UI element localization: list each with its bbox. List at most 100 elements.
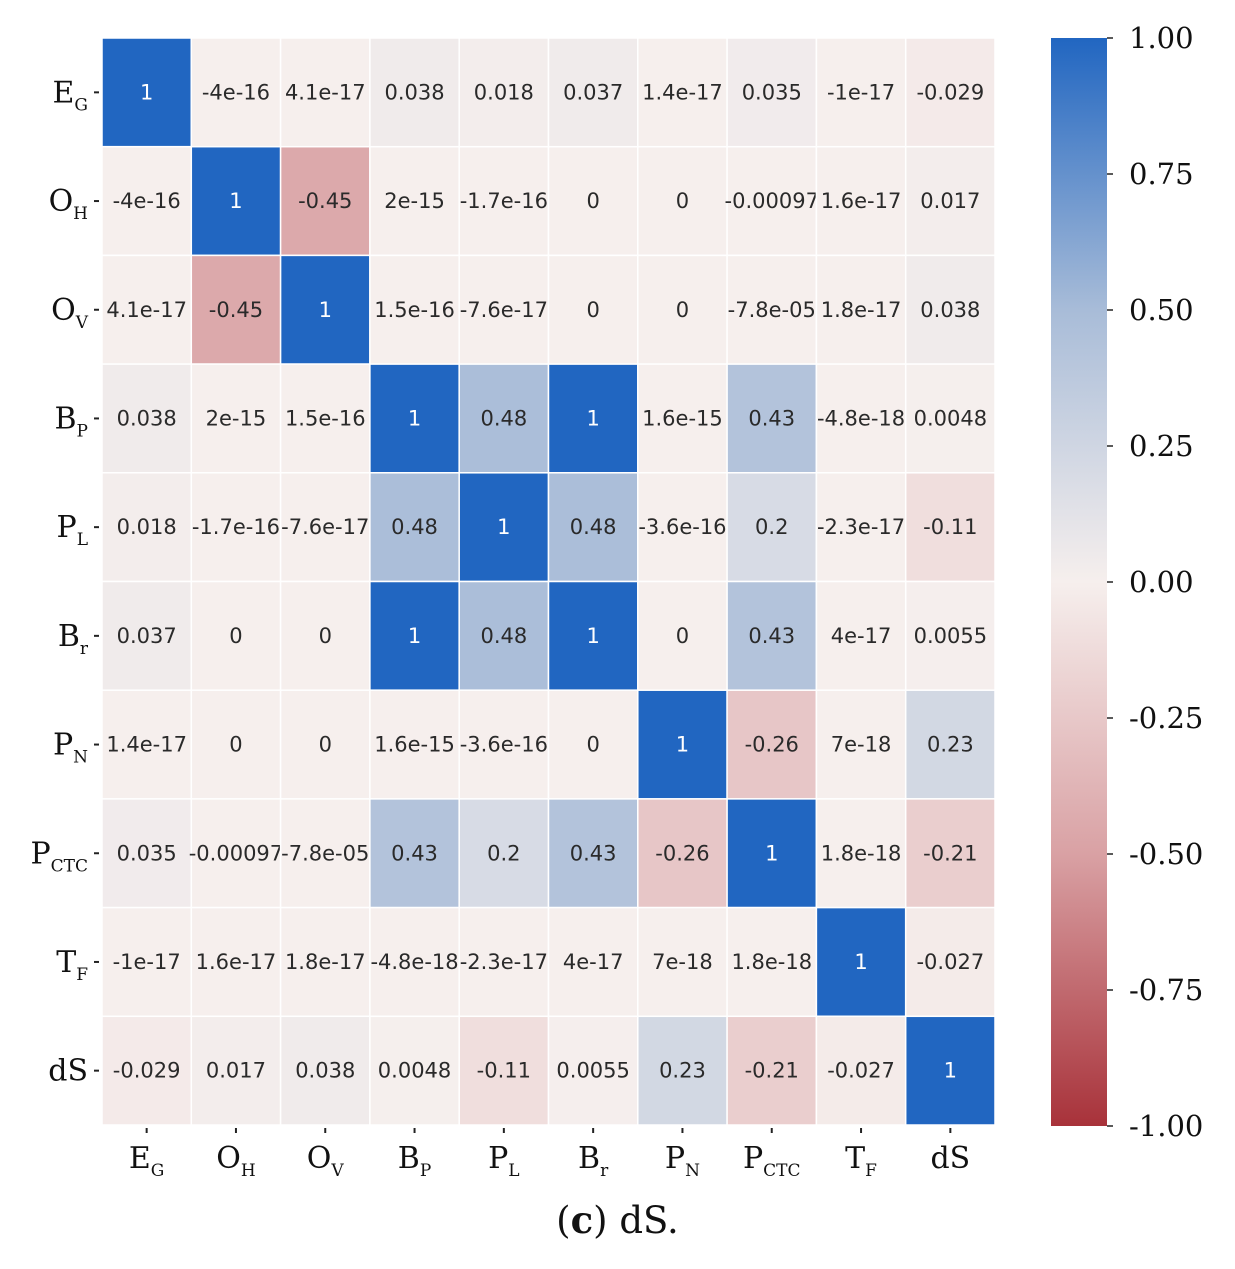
cell-bp-pctc-value: 0.43 xyxy=(748,406,795,430)
caption-letter: c xyxy=(570,1198,594,1242)
y-label-tf: TF xyxy=(56,945,88,985)
cell-pn-eg-value: 1.4e-17 xyxy=(106,733,187,757)
x-label-bp: BP xyxy=(398,1141,432,1181)
cell-ov-pctc xyxy=(726,254,818,365)
cell-eg-pn-value: 1.4e-17 xyxy=(642,80,723,104)
cell-ds-oh-value: 0.017 xyxy=(206,1059,266,1083)
cell-eg-ds-value: -0.029 xyxy=(916,80,984,104)
cell-ds-pctc-value: -0.21 xyxy=(745,1059,799,1083)
cell-pn-br-value: 0 xyxy=(586,733,599,757)
cell-tf-ds xyxy=(904,906,996,1018)
cell-oh-br xyxy=(547,145,639,257)
cell-tf-tf-value: 1 xyxy=(854,950,867,974)
y-label-pl: PL xyxy=(57,510,88,550)
cell-ds-br xyxy=(547,1015,639,1126)
cell-ov-tf xyxy=(815,254,907,365)
cell-pctc-eg-value: 0.035 xyxy=(117,841,177,865)
colorbar-tick-label: 0.50 xyxy=(1129,293,1194,327)
cell-pl-ds-value: -0.11 xyxy=(923,515,977,539)
cell-oh-ds xyxy=(904,145,996,257)
cell-pctc-oh xyxy=(190,798,282,909)
colorbar: 1.00 0.75 0.50 0.25 0.00 -0.25 -0.50 -0.75 -1.00 xyxy=(1051,21,1203,1143)
cell-oh-bp-value: 2e-15 xyxy=(384,189,445,213)
cell-ov-pctc-value: -7.8e-05 xyxy=(728,298,816,322)
cell-bp-pn-value: 1.6e-15 xyxy=(642,406,723,430)
cell-pctc-ds xyxy=(904,798,996,909)
cell-ov-ds-value: 0.038 xyxy=(920,298,980,322)
cell-tf-pctc-value: 1.8e-18 xyxy=(731,950,812,974)
cell-pn-br xyxy=(547,689,639,800)
cell-ds-ds-value: 1 xyxy=(944,1059,957,1083)
cell-eg-oh-value: -4e-16 xyxy=(202,80,270,104)
cell-eg-br-value: 0.037 xyxy=(563,80,623,104)
cell-oh-pl-value: -1.7e-16 xyxy=(460,189,548,213)
cell-eg-ov-value: 4.1e-17 xyxy=(285,80,366,104)
cell-pl-pctc xyxy=(726,472,818,583)
cell-oh-bp xyxy=(369,145,460,257)
cell-br-tf-value: 4e-17 xyxy=(831,624,892,648)
y-label-eg: EG xyxy=(53,75,89,115)
x-label-tf: TF xyxy=(845,1141,877,1181)
cell-ds-bp-value: 0.0048 xyxy=(378,1059,451,1083)
cell-pl-pctc-value: 0.2 xyxy=(755,515,788,539)
cell-ov-eg xyxy=(101,254,193,365)
cell-ds-oh xyxy=(190,1015,282,1126)
cell-tf-bp-value: -4.8e-18 xyxy=(370,950,458,974)
cell-oh-pctc xyxy=(726,145,818,257)
cell-oh-tf-value: 1.6e-17 xyxy=(821,189,902,213)
cell-eg-ds xyxy=(904,37,996,148)
cell-bp-tf-value: -4.8e-18 xyxy=(817,406,905,430)
x-label-ov: OV xyxy=(307,1141,345,1181)
cell-br-br xyxy=(547,580,639,691)
cell-ov-ds xyxy=(904,254,996,365)
cell-br-pl-value: 0.48 xyxy=(480,624,527,648)
cell-bp-pl-value: 0.48 xyxy=(480,406,527,430)
heatmap-chart: 1 -4e-16 4.1e-17 0.038 0.018 0.037 1.4e-17 0.03… xyxy=(30,21,1203,1181)
cell-eg-pctc xyxy=(726,37,818,148)
cell-bp-oh-value: 2e-15 xyxy=(206,406,267,430)
cell-ds-ov xyxy=(279,1015,371,1126)
cell-bp-tf xyxy=(815,363,907,474)
cell-pctc-br-value: 0.43 xyxy=(570,841,617,865)
cell-eg-pctc-value: 0.035 xyxy=(742,80,802,104)
cell-bp-pn xyxy=(637,363,728,474)
cell-pl-br-value: 0.48 xyxy=(570,515,617,539)
caption-text: dS. xyxy=(619,1199,679,1242)
cell-br-ov-value: 0 xyxy=(319,624,332,648)
cell-oh-br-value: 0 xyxy=(586,189,599,213)
cell-br-bp xyxy=(369,580,460,691)
cell-pctc-tf xyxy=(815,798,907,909)
cell-br-ov xyxy=(279,580,371,691)
colorbar-tick-label: -0.50 xyxy=(1129,837,1203,871)
cell-ov-br-value: 0 xyxy=(586,298,599,322)
cell-eg-pl-value: 0.018 xyxy=(474,80,534,104)
cell-eg-eg xyxy=(101,37,193,148)
cell-tf-pn-value: 7e-18 xyxy=(652,950,713,974)
cell-pctc-oh-value: -0.00097 xyxy=(189,841,283,865)
cell-pn-pl-value: -3.6e-16 xyxy=(460,733,548,757)
cell-bp-ov-value: 1.5e-16 xyxy=(285,406,366,430)
cell-pn-tf-value: 7e-18 xyxy=(831,733,892,757)
cell-br-tf xyxy=(815,580,907,691)
cell-eg-bp-value: 0.038 xyxy=(384,80,444,104)
cell-pctc-pl-value: 0.2 xyxy=(487,841,520,865)
figure-caption: (c) dS. xyxy=(556,1198,679,1242)
cell-tf-eg xyxy=(101,906,193,1018)
y-label-bp: BP xyxy=(55,401,89,441)
cell-pl-ov-value: -7.6e-17 xyxy=(281,515,369,539)
cell-pctc-bp-value: 0.43 xyxy=(391,841,438,865)
cell-tf-ov xyxy=(279,906,371,1018)
cell-tf-ov-value: 1.8e-17 xyxy=(285,950,366,974)
cell-ov-eg-value: 4.1e-17 xyxy=(106,298,187,322)
cell-pctc-ov xyxy=(279,798,371,909)
cell-eg-ov xyxy=(279,37,371,148)
cell-br-pl xyxy=(458,580,550,691)
y-label-ds: dS xyxy=(48,1054,88,1089)
colorbar-tick-label: -1.00 xyxy=(1129,1109,1203,1143)
cell-pctc-pn xyxy=(637,798,728,909)
cell-ds-ds xyxy=(904,1015,996,1126)
cell-ov-ov-value: 1 xyxy=(319,298,332,322)
cell-tf-bp xyxy=(369,906,460,1018)
cell-ds-eg-value: -0.029 xyxy=(113,1059,181,1083)
cell-oh-eg-value: -4e-16 xyxy=(113,189,181,213)
